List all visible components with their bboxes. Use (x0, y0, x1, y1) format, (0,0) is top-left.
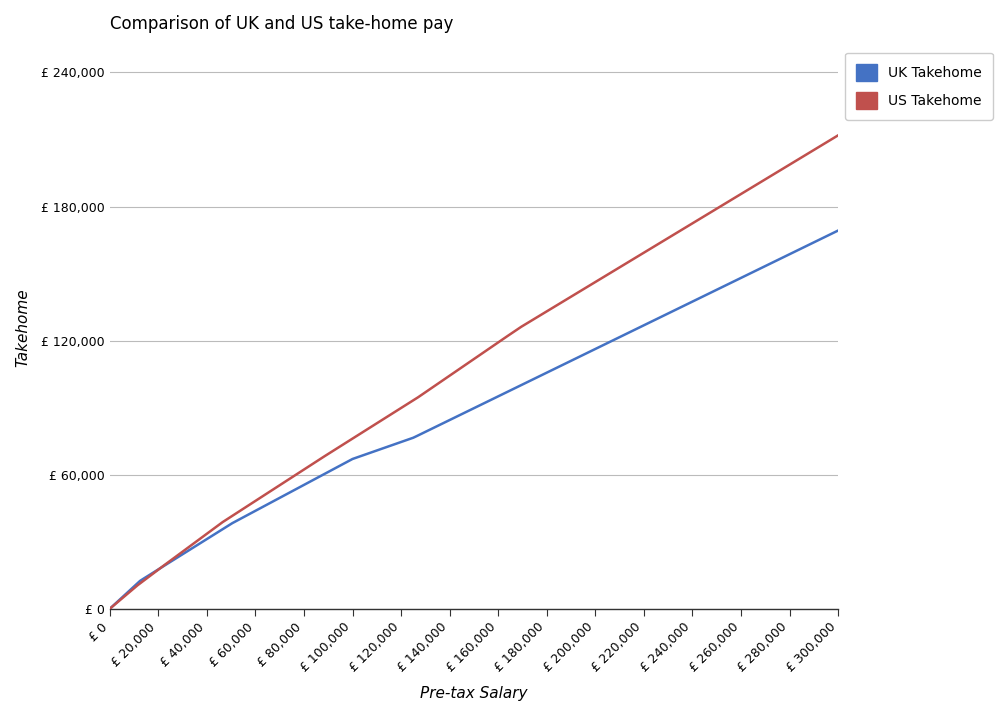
UK Takehome (809, 238, 822, 246)
Line: US Takehome: US Takehome (110, 135, 838, 609)
UK Takehome (150, 566, 162, 575)
X-axis label: Pre-tax Salary: Pre-tax Salary (420, 686, 527, 701)
US Takehome (809, 145, 822, 153)
UK Takehome (344, 456, 356, 465)
US Takehome (240, 503, 252, 511)
US Takehome (783, 160, 795, 169)
UK Takehome (104, 604, 116, 613)
UK Takehome (684, 299, 697, 307)
US Takehome (104, 604, 116, 613)
Line: UK Takehome: UK Takehome (110, 231, 838, 609)
UK Takehome (832, 226, 844, 235)
Y-axis label: Takehome: Takehome (15, 288, 30, 367)
US Takehome (344, 436, 356, 445)
US Takehome (684, 221, 697, 229)
US Takehome (832, 131, 844, 140)
Text: Comparison of UK and US take-home pay: Comparison of UK and US take-home pay (110, 15, 454, 33)
Legend: UK Takehome, US Takehome: UK Takehome, US Takehome (845, 52, 993, 120)
UK Takehome (783, 250, 795, 258)
UK Takehome (240, 512, 252, 521)
US Takehome (150, 567, 162, 576)
